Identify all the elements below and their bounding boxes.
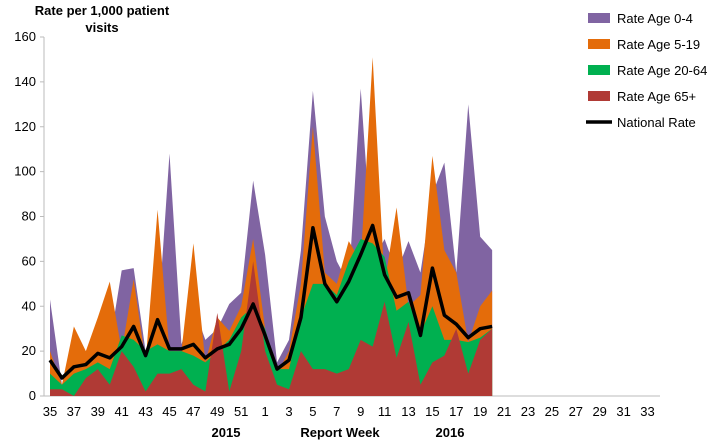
x-tick-label: 13 <box>401 404 415 419</box>
legend-label: National Rate <box>617 115 696 130</box>
x-tick-label: 31 <box>616 404 630 419</box>
y-tick-label: 100 <box>14 164 36 179</box>
y-tick-label: 140 <box>14 74 36 89</box>
x-tick-label: 21 <box>497 404 511 419</box>
legend-swatch <box>588 91 610 101</box>
x-tick-label: 41 <box>114 404 128 419</box>
x-tick-label: 17 <box>449 404 463 419</box>
x-tick-label: 15 <box>425 404 439 419</box>
legend-label: Rate Age 65+ <box>617 89 696 104</box>
x-tick-label: 5 <box>309 404 316 419</box>
x-tick-label: 49 <box>210 404 224 419</box>
x-tick-label: 47 <box>186 404 200 419</box>
x-tick-label: 19 <box>473 404 487 419</box>
legend-label: Rate Age 20-64 <box>617 63 707 78</box>
x-tick-label: 51 <box>234 404 248 419</box>
y-axis-label: Rate per 1,000 patient visits <box>34 3 170 35</box>
x-tick-label: 3 <box>285 404 292 419</box>
x-tick-label: 11 <box>378 404 392 419</box>
y-tick-label: 0 <box>29 388 36 403</box>
legend-swatch <box>588 13 610 23</box>
x-axis-label: Report Week <box>300 425 380 440</box>
y-tick-label: 120 <box>14 119 36 134</box>
legend-swatch <box>588 39 610 49</box>
legend-swatch <box>588 65 610 75</box>
x-tick-label: 39 <box>91 404 105 419</box>
legend-label: Rate Age 5-19 <box>617 37 700 52</box>
x-tick-label: 43 <box>138 404 152 419</box>
x-tick-label: 45 <box>162 404 176 419</box>
y-tick-label: 20 <box>22 343 36 358</box>
national-rate-line <box>48 223 493 380</box>
x-tick-label: 1 <box>261 404 268 419</box>
x-tick-label: 35 <box>43 404 57 419</box>
area <box>50 261 493 396</box>
x-tick-label: 29 <box>592 404 606 419</box>
x-tick-label: 23 <box>521 404 535 419</box>
y-tick-label: 40 <box>22 298 36 313</box>
x-tick-label: 27 <box>569 404 583 419</box>
x-tick-label: 33 <box>640 404 654 419</box>
y-tick-label: 60 <box>22 253 36 268</box>
x-tick-label: 25 <box>545 404 559 419</box>
y-tick-label: 160 <box>14 29 36 44</box>
year-label: 2016 <box>436 425 465 440</box>
x-tick-label: 9 <box>357 404 364 419</box>
x-tick-label: 37 <box>67 404 81 419</box>
x-tick-label: 7 <box>333 404 340 419</box>
legend-label: Rate Age 0-4 <box>617 11 693 26</box>
y-tick-label: 80 <box>22 209 36 224</box>
year-label: 2015 <box>212 425 241 440</box>
